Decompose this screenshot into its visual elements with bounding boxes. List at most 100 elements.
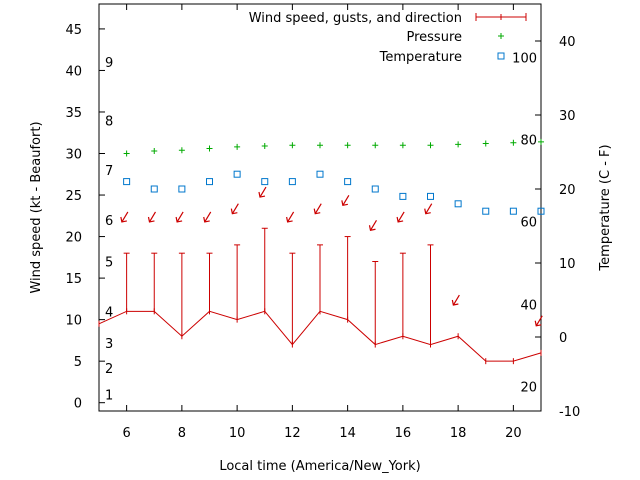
wind-direction-arrowhead: [313, 208, 321, 215]
wind-direction-arrowhead: [396, 216, 404, 223]
temperature-point: [344, 178, 352, 186]
series-group: [98, 138, 545, 365]
wind-speed-line: [98, 310, 542, 362]
y-left-tick-label: 45: [65, 23, 82, 38]
y-left-tick-label: 25: [65, 189, 82, 204]
y-right-tick-label: 30: [559, 109, 576, 124]
wind-direction-arrowhead: [230, 208, 238, 215]
y-right-tick-label: 0: [559, 331, 567, 346]
y-right-tick-label: -10: [559, 405, 580, 420]
x-tick-label: 20: [505, 426, 522, 441]
wind-direction-arrowhead: [286, 216, 293, 223]
wind-direction-arrow: [397, 211, 405, 223]
legend-sample-pressure: [498, 33, 504, 39]
beaufort-label: 3: [105, 337, 113, 352]
pressure-point: [151, 148, 158, 155]
x-tick-label: 12: [284, 426, 301, 441]
pressure-point: [178, 147, 185, 154]
y-axis-label-left: Wind speed (kt - Beaufort): [29, 121, 44, 293]
wind-direction-arrowhead: [120, 216, 127, 223]
beaufort-label: 7: [105, 164, 113, 179]
wind-direction-arrowhead: [203, 216, 210, 223]
temperature-point: [427, 192, 434, 200]
wind-direction-arrow: [535, 315, 543, 327]
pressure-point: [482, 140, 489, 147]
wind-direction-arrow: [204, 211, 212, 223]
wind-direction-arrow: [425, 203, 433, 214]
y-axis-label-right: Temperature (C - F): [598, 144, 613, 271]
fahrenheit-label: 20: [520, 381, 537, 396]
temperature-point: [454, 200, 462, 208]
fahrenheit-label: 80: [520, 133, 537, 148]
pressure-point: [261, 143, 268, 150]
plot-frame-group: 6 8 10 12 14 16 18 20051015202530354045-1001020…: [65, 3, 580, 441]
x-tick-label: 8: [178, 426, 186, 441]
temperature-point: [399, 192, 407, 200]
pressure-point: [399, 142, 406, 149]
temperature-point: [178, 185, 186, 193]
beaufort-label: 8: [105, 114, 113, 129]
pressure-point: [234, 143, 241, 150]
y-right-tick-label: 20: [559, 183, 576, 198]
x-tick-label: 10: [229, 426, 246, 441]
x-tick-label: 14: [339, 426, 356, 441]
wind-direction-arrow: [231, 203, 239, 214]
plot-frame: [98, 3, 542, 412]
pressure-point: [538, 138, 544, 145]
fahrenheit-label: 60: [520, 216, 537, 231]
pressure-point: [372, 142, 379, 149]
legend-sample-temperature: [497, 52, 505, 60]
wind-direction-arrow: [121, 211, 129, 223]
pressure-point: [344, 142, 351, 149]
y-left-tick-label: 5: [74, 355, 82, 370]
beaufort-label: 5: [105, 255, 113, 270]
beaufort-label: 1: [105, 388, 113, 403]
temperature-point: [509, 207, 517, 215]
y-left-tick-label: 40: [65, 64, 82, 79]
pressure-point: [289, 142, 296, 149]
temperature-point: [233, 170, 241, 178]
beaufort-label: 4: [105, 305, 113, 320]
x-tick-label: 16: [395, 426, 412, 441]
wind-direction-arrowhead: [341, 200, 348, 207]
y-right-tick-label: 10: [559, 257, 576, 272]
fahrenheit-label: 100: [512, 51, 537, 66]
legend-label-wind: Wind speed, gusts, and direction: [249, 11, 462, 26]
wind-direction-arrowhead: [147, 216, 155, 223]
beaufort-label: 6: [105, 214, 113, 229]
temperature-point: [150, 185, 158, 193]
pressure-point: [317, 142, 323, 149]
fahrenheit-label: 40: [520, 298, 537, 313]
temperature-point: [537, 207, 545, 215]
beaufort-label: 2: [105, 362, 113, 377]
pressure-point: [206, 145, 213, 152]
wind-direction-arrow: [369, 219, 378, 231]
wind-direction-arrowhead: [534, 320, 542, 327]
x-tick-label: 6: [122, 426, 130, 441]
y-left-tick-label: 35: [65, 106, 82, 121]
pressure-point: [123, 150, 130, 157]
wind-direction-arrowhead: [258, 191, 266, 198]
x-tick-label: 18: [450, 426, 467, 441]
legend-label-pressure: Pressure: [406, 30, 462, 45]
y-left-tick-label: 10: [65, 314, 82, 329]
temperature-point: [206, 178, 213, 186]
wind-direction-arrow: [342, 195, 350, 206]
wind-direction-arrowhead: [175, 216, 183, 223]
wind-direction-arrowhead: [368, 225, 376, 231]
y-left-tick-label: 15: [65, 272, 82, 287]
wind-direction-arrow: [452, 294, 460, 306]
wind-direction-arrow: [314, 203, 322, 214]
y-left-tick-label: 30: [65, 148, 82, 163]
wind-direction-arrow: [176, 211, 184, 223]
x-axis-label: Local time (America/New_York): [219, 459, 420, 474]
legend: Wind speed, gusts, and direction Pressur…: [249, 11, 527, 65]
wind-direction-arrowhead: [424, 208, 431, 215]
temperature-point: [261, 178, 269, 186]
pressure-point: [427, 142, 434, 149]
wind-direction-arrow: [287, 211, 295, 223]
y-right-tick-label: 40: [559, 35, 576, 50]
temperature-point: [371, 185, 379, 193]
wind-direction-arrowhead: [451, 299, 459, 306]
